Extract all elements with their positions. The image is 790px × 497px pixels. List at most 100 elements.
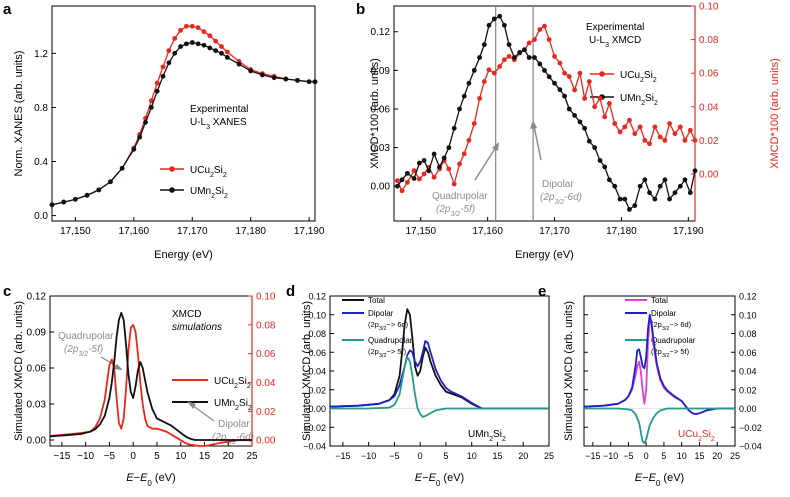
legend-umn2si2: UMn2Si2 xyxy=(214,398,252,412)
data-point xyxy=(477,95,483,101)
data-point xyxy=(667,121,672,126)
y-tick-label: 0.12 xyxy=(27,292,47,303)
x-tick-label: −5 xyxy=(389,451,399,461)
x-tick-label: 0 xyxy=(130,451,136,462)
y-tick-label-right: 0.02 xyxy=(699,136,719,147)
data-point xyxy=(617,196,623,202)
x-tick-label: 17,180 xyxy=(606,226,637,237)
data-point xyxy=(481,79,487,84)
series-line-ucusi xyxy=(51,25,315,206)
data-point xyxy=(421,158,427,163)
data-point xyxy=(411,168,417,174)
data-point xyxy=(606,177,612,183)
data-point xyxy=(457,106,462,112)
data-point xyxy=(632,203,638,208)
data-point xyxy=(477,55,483,60)
x-tick-label: 17,190 xyxy=(673,226,704,237)
data-point xyxy=(466,80,472,86)
series-line-umnsi xyxy=(51,41,315,206)
y-tick-label-right: 0.06 xyxy=(699,69,719,80)
data-point xyxy=(399,177,405,183)
y-axis-label: Norm. XANES (arb. units) xyxy=(13,51,25,177)
data-point xyxy=(672,131,678,137)
data-point xyxy=(642,177,648,183)
data-point xyxy=(399,188,405,194)
panel-e: −15 −10 −5 0 5 10 15 20 25−0.04 −0.02 0.00 0.02 0.04… xyxy=(563,292,762,488)
y-tick-label: 0.09 xyxy=(371,66,391,77)
y-axis-label-right: XMCD*100 (arb. units) xyxy=(769,58,781,169)
y-tick-label: 0.0 xyxy=(34,211,48,222)
x-tick-label: 15 xyxy=(492,451,502,461)
quadrupolar-label: Quadrupolar xyxy=(58,331,114,342)
panel-e-sample-label: UCu2Si2 xyxy=(678,429,715,443)
y-tick-label: −0.04 xyxy=(303,442,326,452)
data-point xyxy=(687,127,693,133)
data-point xyxy=(662,177,668,183)
data-point xyxy=(189,23,195,29)
y-tick-label-right: 0.04 xyxy=(256,378,276,389)
quadrupolar-transition: (2p3/2-5f) xyxy=(436,204,475,218)
data-point xyxy=(546,74,552,80)
data-point xyxy=(592,104,598,110)
data-point xyxy=(295,77,300,83)
data-point xyxy=(426,168,432,174)
dipolar-label: Dipolar xyxy=(542,179,574,190)
series-line-quadrupolar xyxy=(584,407,735,445)
legend-umn2si2: UMn2Si2 xyxy=(190,186,228,200)
y-tick-label: 0.02 xyxy=(308,385,326,395)
y-tick-label: 0.09 xyxy=(27,328,47,339)
data-point xyxy=(72,196,78,202)
panel-b-legend: UCu2Si2 UMn2Si2 xyxy=(590,70,658,107)
data-point xyxy=(421,171,427,177)
legend-ucu2si2: UCu2Si2 xyxy=(214,376,251,390)
y-tick-label: −0.02 xyxy=(303,423,326,433)
y-tick-label: 0.03 xyxy=(27,400,47,411)
data-point xyxy=(201,29,207,35)
legend-umn2si2: UMn2Si2 xyxy=(620,93,658,107)
y-tick-label: 0.08 xyxy=(739,329,757,339)
data-point xyxy=(224,49,230,55)
data-point xyxy=(537,61,543,67)
x-tick-label: 5 xyxy=(661,451,666,461)
y-tick-label: 0.00 xyxy=(308,404,326,414)
x-axis-label: Energy (eV) xyxy=(154,249,213,261)
data-point xyxy=(172,36,178,41)
y-tick-label: 0.12 xyxy=(371,27,391,38)
x-tick-label: 25 xyxy=(246,451,258,462)
y-tick-label-right: 0.06 xyxy=(256,349,276,360)
data-point xyxy=(602,114,608,120)
data-point xyxy=(522,47,527,53)
x-tick-label: 25 xyxy=(730,451,740,461)
panel-label-a: a xyxy=(3,1,12,18)
data-point xyxy=(260,72,265,78)
data-point xyxy=(692,168,698,174)
x-tick-label: 5 xyxy=(443,451,448,461)
data-point xyxy=(627,207,632,212)
series-line-ucusi xyxy=(396,25,696,192)
x-tick-label: 10 xyxy=(467,451,477,461)
data-point xyxy=(178,44,183,49)
data-point xyxy=(637,183,643,189)
data-point xyxy=(497,13,503,19)
data-point xyxy=(431,151,437,157)
y-tick-label: 0.02 xyxy=(739,385,757,395)
dipolar-transition: (2p3/2-6d) xyxy=(540,192,582,206)
data-point xyxy=(612,121,618,126)
data-point xyxy=(657,183,663,189)
y-tick-label: 0.00 xyxy=(27,436,47,447)
data-point xyxy=(577,119,583,125)
x-tick-label: 17,190 xyxy=(294,226,325,237)
x-tick-label: −5 xyxy=(623,451,633,461)
data-point xyxy=(687,190,693,196)
x-tick-label: 20 xyxy=(712,451,722,461)
data-point xyxy=(160,73,166,79)
data-point xyxy=(466,137,472,143)
data-point xyxy=(506,53,512,59)
x-tick-label: 10 xyxy=(677,451,687,461)
data-point xyxy=(471,121,477,126)
data-point xyxy=(491,70,497,76)
legend-total: Total xyxy=(651,296,668,305)
x-tick-label: 20 xyxy=(223,451,235,462)
y-tick-label-right: 0.02 xyxy=(256,407,276,418)
x-tick-label: 5 xyxy=(154,451,160,462)
